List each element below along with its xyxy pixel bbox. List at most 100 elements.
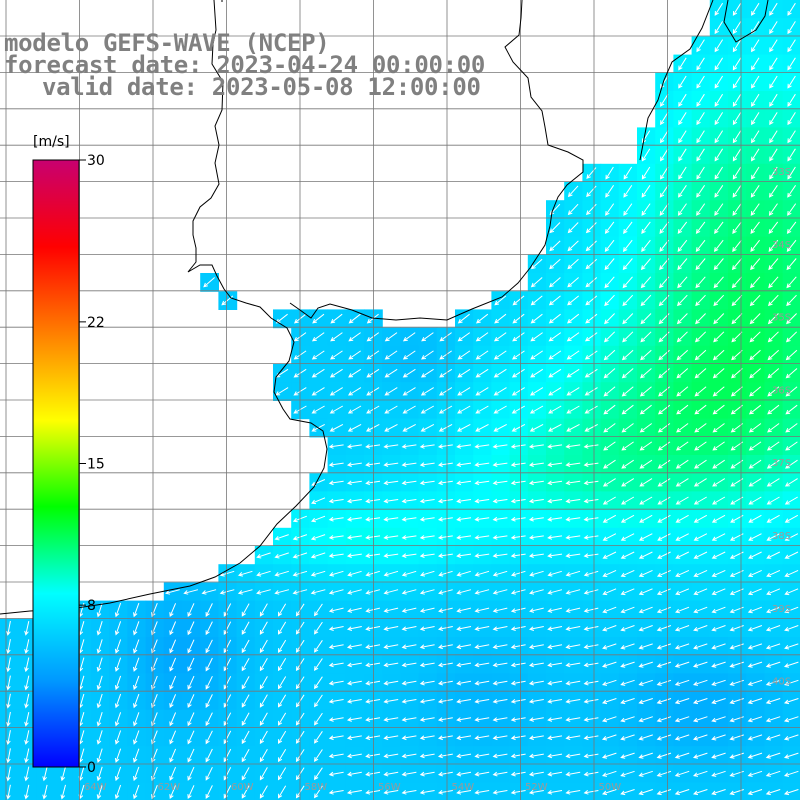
wind-arrow bbox=[439, 350, 452, 360]
wind-arrow bbox=[259, 712, 268, 726]
wind-arrow bbox=[732, 203, 742, 216]
wind-arrow bbox=[401, 771, 417, 777]
wind-arrow bbox=[638, 789, 653, 796]
wind-arrow bbox=[456, 607, 472, 613]
wind-arrow bbox=[566, 350, 580, 360]
wind-arrow bbox=[438, 589, 453, 595]
wind-arrow bbox=[419, 771, 435, 777]
wind-arrow bbox=[585, 203, 597, 216]
wind-arrow bbox=[675, 551, 690, 559]
wind-arrow bbox=[187, 603, 195, 618]
wind-arrow bbox=[456, 570, 471, 577]
colorbar-tick-label: 30 bbox=[87, 153, 105, 169]
wind-arrow bbox=[474, 662, 490, 668]
wind-arrow bbox=[639, 404, 652, 415]
wind-arrow bbox=[96, 693, 103, 709]
wind-arrow bbox=[510, 717, 526, 722]
wind-arrow bbox=[547, 699, 563, 704]
wind-arrow bbox=[566, 387, 580, 396]
wind-arrow bbox=[133, 784, 140, 800]
wind-arrow bbox=[641, 166, 651, 180]
wind-arrow bbox=[678, 112, 687, 126]
wind-arrow bbox=[784, 643, 799, 650]
wind-arrow bbox=[348, 350, 361, 360]
wind-arrow bbox=[660, 93, 669, 107]
wind-arrow bbox=[205, 766, 213, 781]
wind-arrow bbox=[6, 620, 11, 636]
colorbar-tick-label: 0 bbox=[87, 760, 96, 776]
wind-arrow bbox=[510, 498, 526, 504]
wind-arrow bbox=[529, 607, 544, 613]
lon-label: 50W bbox=[599, 782, 622, 793]
wind-arrow bbox=[696, 39, 705, 53]
wind-arrow bbox=[474, 444, 490, 449]
wind-arrow bbox=[603, 404, 616, 415]
wind-arrow bbox=[766, 606, 781, 614]
wind-arrow bbox=[748, 404, 762, 415]
wind-arrow bbox=[584, 387, 598, 396]
wind-arrow bbox=[401, 717, 417, 722]
wind-arrow bbox=[437, 735, 453, 741]
wind-arrow bbox=[348, 332, 361, 342]
wind-arrow bbox=[492, 626, 508, 631]
wind-arrow bbox=[347, 607, 362, 613]
wind-arrow bbox=[769, 21, 778, 35]
wind-arrow bbox=[329, 368, 343, 378]
wind-arrow bbox=[383, 644, 399, 650]
wind-arrow bbox=[787, 57, 796, 71]
wind-arrow bbox=[419, 589, 435, 595]
wind-arrow bbox=[311, 405, 325, 414]
wind-arrow bbox=[548, 387, 562, 396]
wind-arrow bbox=[692, 698, 708, 705]
wind-arrow bbox=[310, 570, 326, 577]
wind-arrow bbox=[712, 441, 725, 451]
wind-arrow bbox=[656, 734, 672, 741]
wind-arrow bbox=[475, 313, 489, 324]
wind-arrow bbox=[510, 516, 526, 522]
wind-arrow bbox=[530, 258, 543, 270]
wind-arrow bbox=[675, 533, 689, 541]
wind-arrow bbox=[623, 221, 633, 234]
wind-arrow bbox=[712, 496, 726, 505]
wind-arrow bbox=[677, 203, 687, 216]
wind-arrow bbox=[656, 770, 672, 777]
wind-arrow bbox=[676, 368, 689, 379]
wind-arrow bbox=[346, 498, 362, 504]
wind-arrow bbox=[439, 368, 453, 378]
wind-arrow bbox=[605, 185, 615, 198]
wind-arrow bbox=[328, 790, 344, 795]
wind-arrow bbox=[529, 405, 544, 414]
wind-arrow bbox=[660, 130, 669, 144]
wind-arrow bbox=[401, 680, 417, 686]
wind-arrow bbox=[187, 657, 195, 672]
wind-arrow bbox=[277, 639, 287, 653]
wind-arrow bbox=[419, 535, 435, 540]
wind-arrow bbox=[657, 404, 671, 415]
wind-arrow bbox=[346, 444, 362, 449]
wind-arrow bbox=[676, 331, 688, 343]
wind-arrow bbox=[528, 753, 544, 759]
wind-arrow bbox=[437, 480, 453, 486]
wind-arrow bbox=[751, 2, 760, 16]
wind-arrow bbox=[583, 662, 599, 668]
wind-arrow bbox=[329, 423, 344, 432]
wind-arrow bbox=[475, 387, 489, 396]
wind-arrow bbox=[114, 602, 122, 618]
wind-arrow bbox=[133, 748, 140, 763]
wind-arrow bbox=[329, 405, 344, 414]
wind-arrow bbox=[674, 661, 690, 668]
wind-arrow bbox=[383, 516, 399, 522]
wind-arrow bbox=[784, 496, 798, 505]
wind-arrow bbox=[528, 790, 544, 795]
wind-arrow bbox=[24, 657, 30, 673]
wind-arrow bbox=[474, 626, 490, 631]
wind-arrow bbox=[784, 478, 798, 487]
wind-arrow bbox=[696, 75, 705, 89]
wind-arrow bbox=[219, 589, 235, 595]
wind-arrow bbox=[696, 112, 705, 126]
wind-arrow bbox=[187, 675, 195, 690]
wind-arrow bbox=[492, 662, 508, 668]
wind-arrow bbox=[696, 130, 705, 144]
wind-arrow bbox=[384, 332, 398, 342]
wind-arrow bbox=[383, 444, 399, 449]
